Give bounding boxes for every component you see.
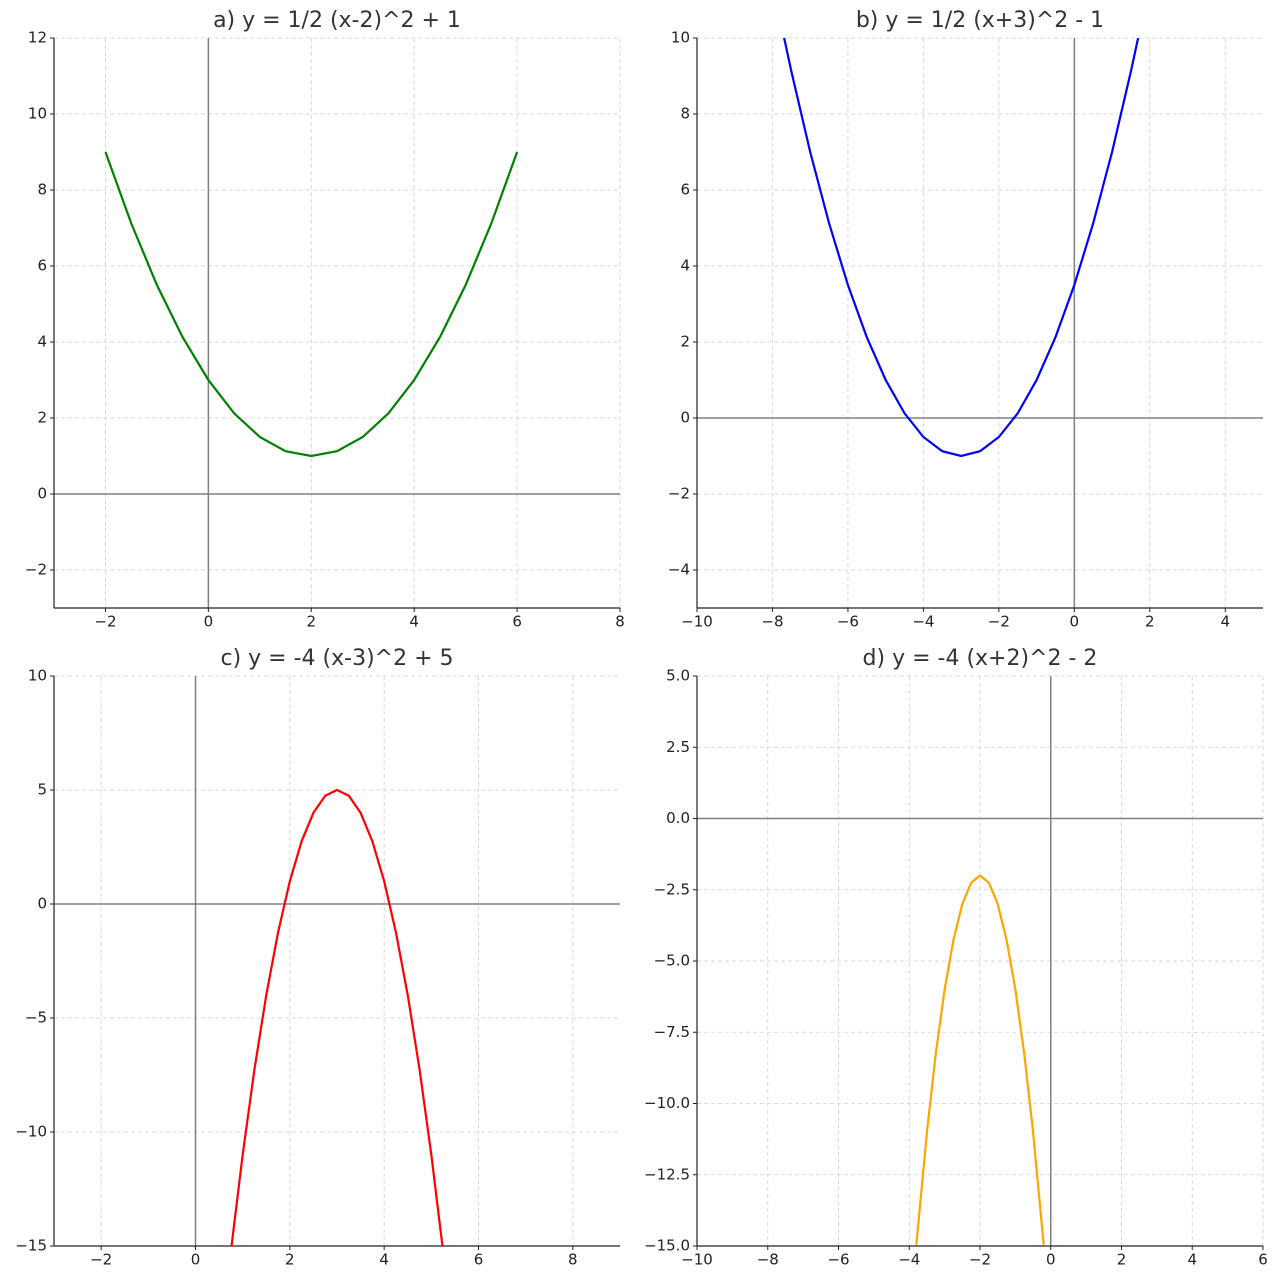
figure: −2 0 2 4 6 8 −2 0 2 4 6 8 10 12 a) y = 1/2 (x-2)^2 + 1…: [0, 0, 1280, 1280]
y-tick-label: 0: [680, 409, 690, 427]
x-tick-label: −2: [94, 613, 116, 631]
x-tick-label: 2: [1117, 1251, 1127, 1269]
y-tick-label: 2: [680, 333, 690, 351]
subplot: −2 0 2 4 6 8 −2 0 2 4 6 8 10 12 a) y = 1/2 (x-2)^2 + 1: [25, 8, 625, 631]
curve: [784, 38, 1138, 456]
x-tick-label: 0: [204, 613, 214, 631]
y-tick-label: −15: [15, 1237, 47, 1255]
y-tick-label: 0.0: [666, 809, 690, 827]
chart-title: d) y = -4 (x+2)^2 - 2: [863, 646, 1098, 671]
y-tick-label: 0: [37, 895, 47, 913]
subplot: −10 −8 −6 −4 −2 0 2 4 −4 −2 0 2 4 6 8 10 b) y = 1/2 (x+3…: [668, 8, 1263, 631]
x-tick-label: −10: [681, 613, 713, 631]
y-tick-label: 4: [680, 257, 690, 275]
x-tick-label: 2: [306, 613, 316, 631]
y-tick-label: −5.0: [654, 952, 690, 970]
x-tick-label: 0: [191, 1251, 201, 1269]
chart-title: c) y = -4 (x-3)^2 + 5: [220, 646, 453, 671]
y-tick-label: 6: [37, 257, 47, 275]
y-tick-label: 4: [37, 333, 47, 351]
y-tick-label: −10.0: [644, 1094, 690, 1112]
chart-title: b) y = 1/2 (x+3)^2 - 1: [856, 8, 1104, 33]
x-tick-label: 6: [474, 1251, 484, 1269]
x-tick-label: −2: [90, 1251, 112, 1269]
x-tick-label: 0: [1070, 613, 1080, 631]
y-tick-label: −7.5: [654, 1023, 690, 1041]
curve: [231, 790, 442, 1248]
y-tick-label: −12.5: [644, 1165, 690, 1183]
y-tick-label: 10: [671, 29, 690, 47]
y-tick-label: −2: [668, 485, 690, 503]
x-tick-label: −4: [898, 1251, 920, 1269]
x-tick-label: 4: [409, 613, 419, 631]
x-tick-label: 8: [615, 613, 625, 631]
x-tick-label: 4: [1187, 1251, 1197, 1269]
x-tick-label: −2: [969, 1251, 991, 1269]
y-tick-label: 5: [37, 781, 47, 799]
y-tick-label: −10: [15, 1123, 47, 1141]
x-tick-label: −4: [912, 613, 934, 631]
chart-title: a) y = 1/2 (x-2)^2 + 1: [213, 8, 461, 33]
y-tick-label: 12: [28, 29, 47, 47]
y-tick-label: 8: [37, 181, 47, 199]
y-tick-label: 10: [28, 105, 47, 123]
y-tick-label: −2.5: [654, 880, 690, 898]
x-tick-label: 0: [1046, 1251, 1056, 1269]
y-tick-label: 8: [680, 105, 690, 123]
x-tick-label: −2: [988, 613, 1010, 631]
x-tick-label: 6: [512, 613, 522, 631]
y-tick-label: −2: [25, 561, 47, 579]
y-tick-label: 10: [28, 667, 47, 685]
y-tick-label: 5.0: [666, 667, 690, 685]
x-tick-label: −6: [827, 1251, 849, 1269]
x-tick-label: 4: [379, 1251, 389, 1269]
x-tick-label: 4: [1220, 613, 1230, 631]
y-tick-label: 2.5: [666, 738, 690, 756]
x-tick-label: −6: [837, 613, 859, 631]
x-tick-label: −8: [761, 613, 783, 631]
x-tick-label: 2: [285, 1251, 295, 1269]
subplot: −10−8−6−4−20246−15.0−12.5−10.0−7.5−5.0−2…: [644, 646, 1268, 1269]
y-tick-label: −5: [25, 1009, 47, 1027]
y-tick-label: 0: [37, 485, 47, 503]
x-tick-label: −8: [757, 1251, 779, 1269]
y-tick-label: 6: [680, 181, 690, 199]
y-tick-label: 2: [37, 409, 47, 427]
x-tick-label: 8: [568, 1251, 578, 1269]
x-tick-label: 6: [1258, 1251, 1268, 1269]
y-tick-label: −4: [668, 561, 690, 579]
x-tick-label: 2: [1145, 613, 1155, 631]
subplot: −2 0 2 4 6 8 −15 −10 −5 0 5 10 c) y = -4 (x-3)^2 + 5: [15, 646, 620, 1269]
y-tick-label: −15.0: [644, 1237, 690, 1255]
